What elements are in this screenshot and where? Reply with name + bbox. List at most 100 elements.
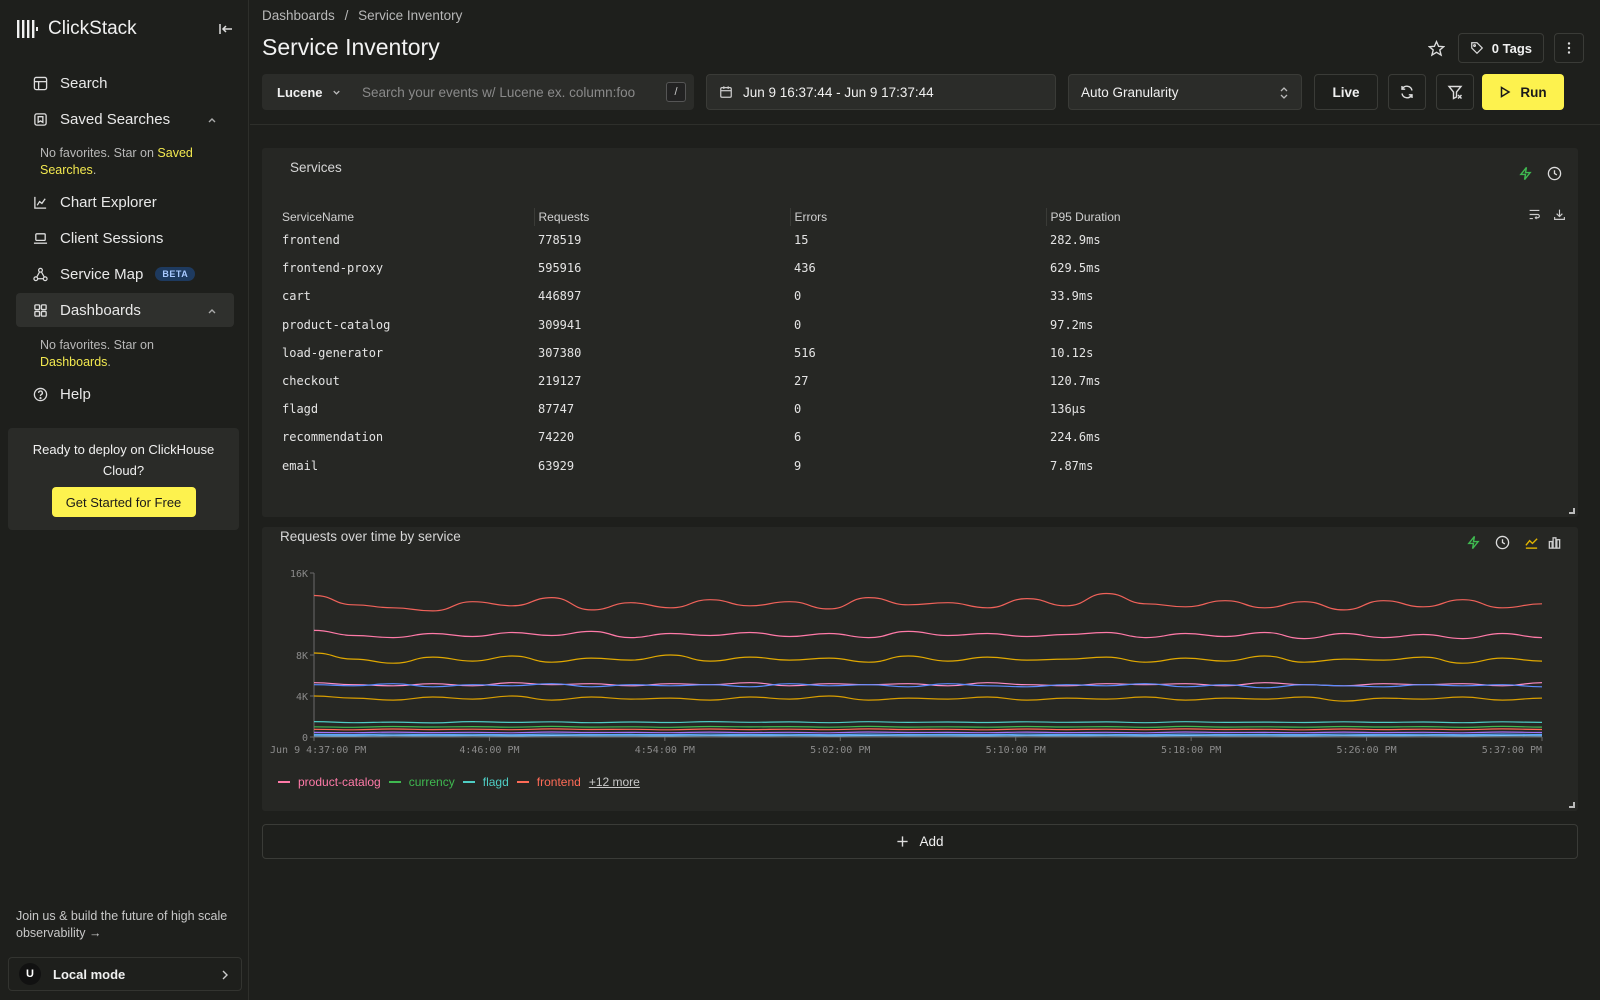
resize-handle[interactable] [1569,508,1575,514]
legend-item[interactable]: currency [388,775,455,789]
saved-searches-link[interactable]: Saved Searches [40,146,193,177]
add-label: Add [919,834,944,849]
dashboards-link[interactable]: Dashboards [40,355,108,369]
panel-title: Services [290,160,342,175]
get-started-button[interactable]: Get Started for Free [51,487,196,517]
table-row[interactable]: flagd 87747 0 136µs [278,395,1568,423]
requests-line-chart[interactable]: 0 4K 8K 16K Jun 9 4:37:00 PM 4:46:00 PM 4:54:0… [262,527,1578,767]
table-cell: 6 [794,430,802,445]
sidebar-item-label: Service Map [60,265,144,283]
graph-icon [32,266,48,282]
table-row[interactable]: recommendation 74220 6 224.6ms [278,423,1568,451]
chevron-right-icon [219,968,231,984]
search-input[interactable] [348,74,694,110]
legend-label: flagd [482,775,509,789]
chevron-up-icon[interactable] [206,304,218,321]
clock-icon[interactable] [1547,166,1562,181]
add-tile-button[interactable]: Add [262,824,1578,859]
series-line [313,733,1543,736]
series-line [313,731,1543,734]
table-cell: 0 [794,289,802,304]
run-button[interactable]: Run [1482,74,1564,110]
table-cell: 63929 [538,458,575,473]
sidebar-item-client-sessions[interactable]: Client Sessions [16,221,234,255]
legend-item[interactable]: flagd [462,775,509,789]
table-cell: email [282,458,319,473]
table-actions [1528,208,1566,224]
column-header[interactable]: Requests [533,208,790,226]
tags-button[interactable]: 0 Tags [1457,33,1544,63]
sidebar-item-service-map[interactable]: Service Map BETA [16,257,234,291]
table-cell: 33.9ms [1050,289,1094,304]
table-row[interactable]: frontend 778519 15 282.9ms [278,226,1568,254]
dashboards-empty-note: No favorites. Star on Dashboards. [40,338,154,369]
sidebar-item-dashboards[interactable]: Dashboards [16,293,234,327]
legend-swatch [278,781,290,783]
table-cell: 27 [794,374,809,389]
search-box: / [348,74,694,110]
panel-actions [1518,166,1562,181]
live-button[interactable]: Live [1314,74,1378,110]
query-language-select[interactable]: Lucene [262,74,348,110]
resize-handle[interactable] [1569,802,1575,808]
table-cell: 120.7ms [1050,374,1101,389]
table-cell: 10.12s [1050,345,1094,360]
lightning-icon[interactable] [1518,166,1533,181]
more-options-icon[interactable] [1554,33,1584,63]
column-header[interactable]: ServiceName [282,210,355,224]
sidebar-item-chart-explorer[interactable]: Chart Explorer [16,185,234,219]
table-cell: 778519 [538,233,582,248]
user-menu[interactable]: U Local mode [8,957,242,991]
legend-label: frontend [536,775,581,789]
granularity-select[interactable]: Auto Granularity [1068,74,1302,110]
table-cell: 629.5ms [1050,261,1101,276]
line-chart-icon[interactable] [1524,535,1539,550]
series-line [313,683,1543,689]
x-tick-label: 4:46:00 PM [459,745,519,756]
table-row[interactable]: checkout 219127 27 120.7ms [278,367,1568,395]
breadcrumb-dashboards[interactable]: Dashboards [262,8,335,23]
refresh-button[interactable] [1388,74,1426,110]
y-tick-label: 16K [290,569,308,580]
collapse-sidebar-icon[interactable] [216,19,236,39]
x-tick-label: 5:10:00 PM [986,745,1046,756]
filter-button[interactable] [1436,74,1474,110]
deploy-card: Ready to deploy on ClickHouse Cloud? Get… [8,428,239,530]
download-icon[interactable] [1553,208,1566,224]
date-range-picker[interactable]: Jun 9 16:37:44 - Jun 9 17:37:44 [706,74,1056,110]
table-row[interactable]: product-catalog 309941 0 97.2ms [278,311,1568,339]
legend-item[interactable]: product-catalog [278,775,381,789]
toolbar-divider [250,124,1600,125]
legend-swatch [388,781,401,783]
column-header[interactable]: Errors [789,208,1046,226]
table-cell: 516 [794,345,816,360]
table-icon [32,75,48,91]
legend-more-link[interactable]: +12 more [588,775,640,789]
table-row[interactable]: cart 446897 0 33.9ms [278,282,1568,310]
wrap-text-icon[interactable] [1528,208,1541,224]
chevron-up-icon[interactable] [206,113,218,130]
header-actions: 0 Tags [1424,33,1584,63]
sidebar-item-help[interactable]: Help [16,377,234,411]
star-icon[interactable] [1424,35,1450,61]
sidebar-item-label: Search [60,74,108,92]
bar-chart-icon[interactable] [1547,535,1562,550]
table-cell: frontend-proxy [282,261,384,276]
sidebar-item-saved-searches[interactable]: Saved Searches [16,102,234,136]
column-header[interactable]: P95 Duration [1045,208,1568,226]
x-tick-label: Jun 9 4:37:00 PM [270,745,366,756]
table-row[interactable]: frontend-proxy 595916 436 629.5ms [278,254,1568,282]
sidebar-item-search[interactable]: Search [16,66,234,100]
table-row[interactable]: load-generator 307380 516 10.12s [278,339,1568,367]
table-row[interactable]: email 63929 9 7.87ms [278,452,1568,480]
lightning-icon[interactable] [1466,535,1481,550]
breadcrumb-current: Service Inventory [358,8,463,23]
legend-item[interactable]: frontend [516,775,581,789]
logo[interactable]: ClickStack [16,16,236,42]
join-link[interactable]: Join us & build the future of high scale… [16,909,228,940]
table-cell: 224.6ms [1050,430,1101,445]
clock-icon[interactable] [1495,535,1510,550]
table-cell: 595916 [538,261,582,276]
y-tick-label: 0 [302,733,308,744]
sidebar-item-label: Dashboards [60,301,141,319]
